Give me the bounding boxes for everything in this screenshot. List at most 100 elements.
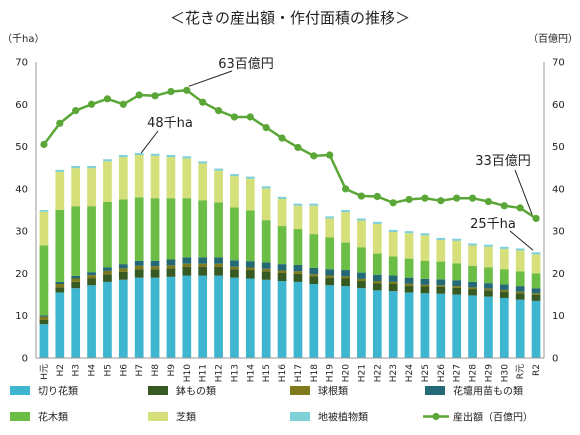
legend-swatch: [290, 386, 310, 395]
bar-segment: [118, 268, 128, 272]
bar-segment: [166, 259, 176, 266]
bar-segment: [245, 267, 255, 271]
bar-segment: [404, 258, 414, 278]
bar-segment: [118, 157, 128, 200]
bar-segment: [420, 286, 430, 294]
bar-segment: [87, 168, 96, 207]
output-value-point: [389, 199, 397, 207]
legend-label: 花壇用苗もの類: [453, 385, 523, 398]
bar-segment: [515, 291, 525, 294]
bar-segment: [357, 278, 366, 282]
left-axis-ticks: 0 10 20 30 40 50 60 70: [15, 58, 28, 365]
bar-segment: [134, 155, 144, 198]
bar-segment: [325, 218, 335, 238]
right-tick-label: 30: [552, 227, 565, 238]
x-tick-label: H元: [40, 364, 50, 380]
bar-segment: [420, 284, 430, 287]
right-tick-label: 20: [552, 269, 565, 280]
bar-segment: [150, 277, 160, 358]
annotation-pointer: [140, 130, 159, 154]
bar-segment: [118, 264, 128, 269]
legend-swatch: [425, 386, 445, 395]
bar-segment: [103, 159, 112, 162]
x-tick-label: H24: [405, 364, 415, 382]
bar-segment: [293, 229, 303, 265]
legend-swatch: [290, 412, 310, 421]
annotation-label: 48千ha: [147, 116, 193, 131]
output-value-point: [341, 185, 350, 193]
bar-segment: [499, 284, 509, 290]
output-value-point: [183, 86, 191, 94]
bar-segment: [341, 242, 350, 271]
bar-segment: [372, 221, 382, 224]
output-value-point: [87, 100, 96, 108]
x-tick-label: H29: [484, 364, 494, 382]
bar-segment: [452, 238, 462, 241]
bar-segment: [166, 198, 176, 260]
bar-segment: [341, 270, 350, 277]
bar-segment: [245, 176, 255, 179]
output-value-point: [199, 98, 207, 106]
bar-segment: [388, 231, 398, 257]
bar-segment: [468, 265, 477, 282]
bar-segment: [325, 277, 335, 286]
bar-segment: [103, 201, 112, 268]
bar-segment: [309, 203, 319, 206]
bar-segment: [325, 269, 335, 276]
bar-segment: [357, 288, 366, 358]
bar-segment: [166, 276, 176, 358]
chart-title: ＜花きの産出額・作付面積の推移＞: [170, 9, 410, 27]
x-tick-label: H2: [56, 364, 66, 377]
x-tick-label: H17: [294, 364, 304, 382]
bar-segment: [499, 248, 509, 270]
bar-segment: [357, 218, 366, 221]
x-tick-label: H11: [199, 364, 209, 382]
left-tick-label: 30: [15, 227, 28, 238]
bar-segment: [245, 278, 255, 358]
bar-segment: [230, 207, 239, 261]
bar-segment: [372, 274, 382, 282]
bar-segment: [357, 247, 366, 273]
bar-segment: [214, 202, 223, 258]
bar-segment: [484, 283, 493, 289]
bar-segment: [214, 170, 223, 203]
bar-segment: [55, 287, 65, 293]
bar-segment: [388, 275, 398, 282]
bar-segment: [452, 280, 462, 287]
bar-segment: [484, 288, 493, 291]
x-tick-label: H6: [119, 364, 129, 377]
bar-segment: [309, 234, 319, 268]
bar-segment: [357, 281, 366, 289]
bar-segment: [118, 279, 128, 358]
bar-segment: [499, 291, 509, 298]
bar-segment: [118, 155, 128, 158]
bar-segment: [230, 277, 239, 358]
bar-segment: [277, 226, 287, 265]
bar-segment: [87, 275, 96, 279]
right-axis-unit: （百億円）: [528, 32, 578, 45]
bar-segment: [198, 200, 208, 258]
bar-segment: [515, 271, 525, 287]
bar-segment: [404, 292, 414, 358]
output-value-point: [214, 107, 223, 115]
bar-segment: [55, 284, 65, 288]
bar-segment: [515, 250, 525, 272]
bar-segment: [372, 253, 382, 275]
bar-segment: [134, 197, 144, 261]
bar-segment: [309, 274, 319, 277]
right-tick-label: 70: [552, 58, 565, 69]
bar-segment: [55, 210, 65, 282]
bar-segment: [261, 220, 271, 263]
bar-segment: [71, 275, 81, 279]
output-value-point: [262, 123, 270, 132]
bar-segment: [468, 243, 477, 246]
x-tick-label: H14: [246, 364, 256, 382]
bar-segment: [39, 245, 49, 316]
bar-segment: [166, 265, 176, 269]
bar-segment: [372, 283, 382, 291]
x-tick-label: H23: [389, 364, 399, 382]
x-tick-label: H28: [469, 364, 479, 382]
bar-segment: [325, 216, 335, 219]
bar-segment: [531, 294, 541, 301]
